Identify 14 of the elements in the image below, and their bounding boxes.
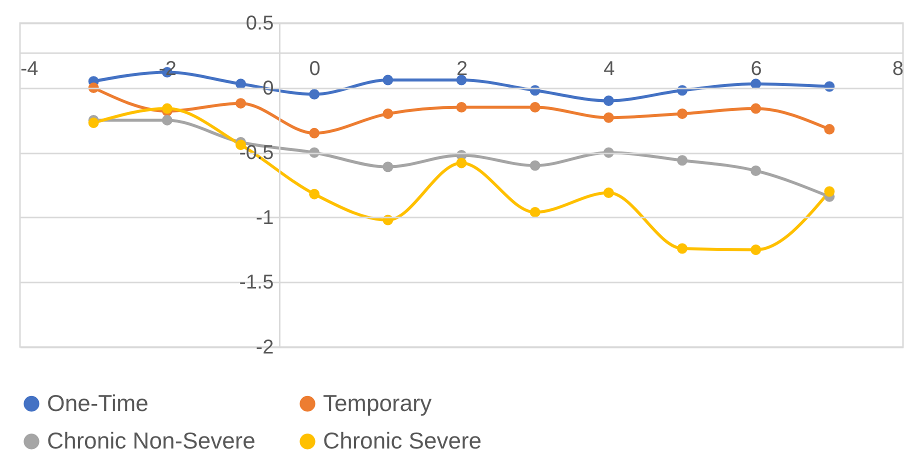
y-tick-label: 0.5 — [246, 12, 274, 34]
x-tick-label: 2 — [456, 58, 468, 80]
legend-label: Chronic Severe — [323, 428, 482, 454]
x-tick-label: 0 — [309, 58, 320, 80]
legend-label: One-Time — [47, 390, 148, 416]
x-tick-label: 4 — [604, 58, 615, 80]
x-tick-label: 6 — [750, 58, 762, 80]
y-tick-label: -2 — [256, 336, 274, 358]
x-tick-label: -4 — [20, 58, 38, 80]
y-tick-label: -1 — [256, 206, 274, 229]
y-tick-label: -1.5 — [239, 272, 274, 294]
legend-label: Temporary — [323, 390, 432, 416]
legend-label: Chronic Non-Severe — [47, 428, 256, 454]
x-tick-label: 8 — [892, 58, 904, 80]
